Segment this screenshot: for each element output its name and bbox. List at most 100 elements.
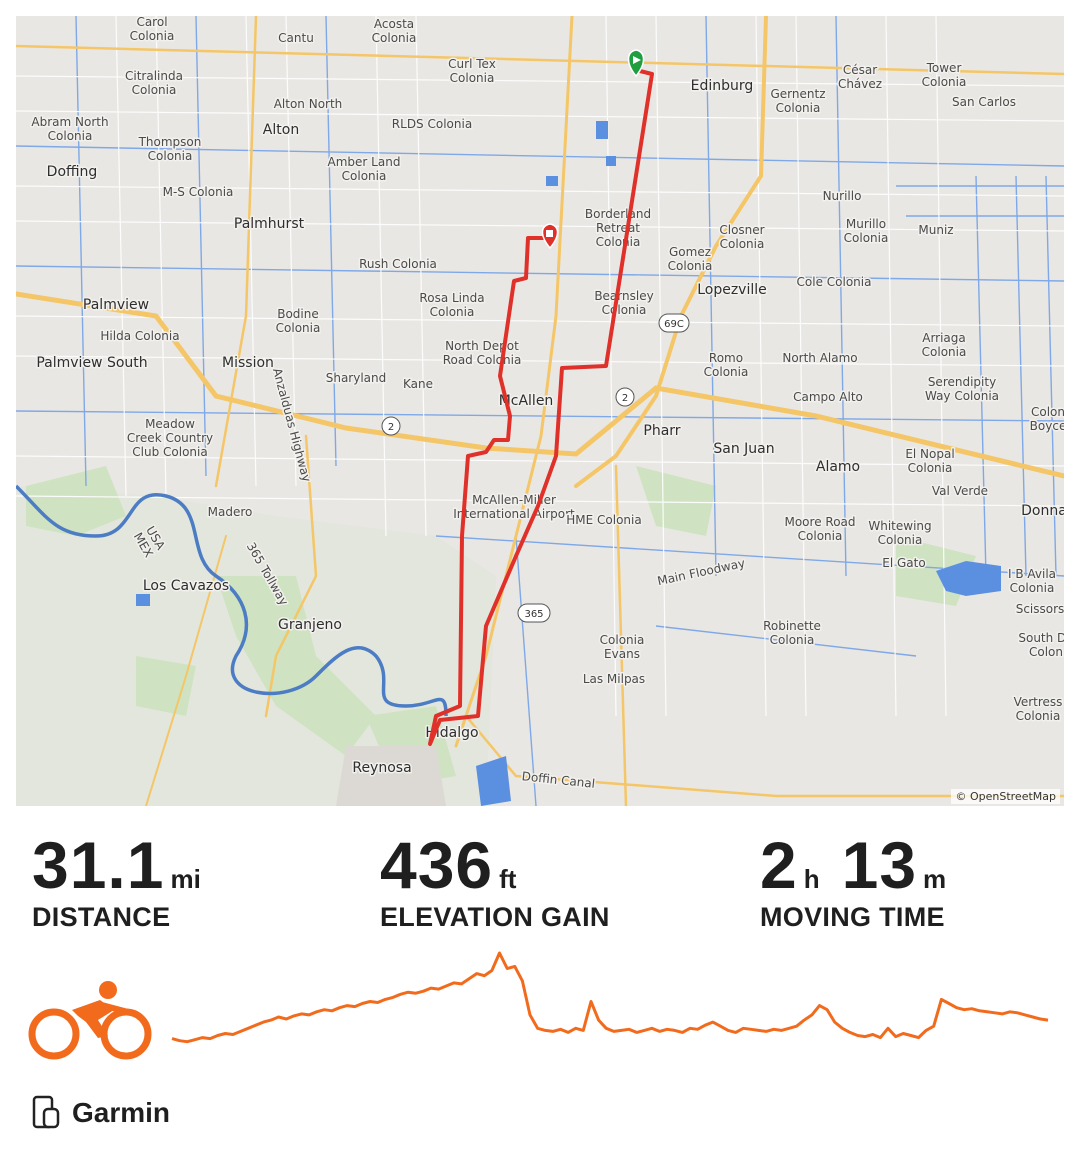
- water-bodies: [136, 121, 1001, 806]
- map-label-robinette: Robinette Colonia: [763, 619, 821, 647]
- moving-time-minutes: 13: [841, 828, 918, 902]
- map-label-closner: Closner Colonia: [719, 223, 764, 251]
- map-label-bodine: Bodine Colonia: [276, 307, 321, 335]
- map-label-hme: HME Colonia: [566, 513, 641, 527]
- canals: [16, 16, 1064, 806]
- moving-time-label: MOVING TIME: [760, 902, 945, 932]
- svg-text:2: 2: [388, 422, 394, 433]
- map-label-reynosa: Reynosa: [352, 760, 411, 776]
- map-label-carol-colonia: Carol Colonia: [130, 16, 175, 43]
- map-label-borderland: Borderland Retreat Colonia: [585, 207, 651, 249]
- route-line: [428, 68, 654, 746]
- map-label-meadow-creek: Meadow Creek Country Club Colonia: [127, 417, 213, 459]
- map-label-gernentz: Gernentz Colonia: [770, 87, 825, 115]
- device-icon: [32, 1095, 60, 1129]
- map-label-nurillo: Nurillo: [823, 189, 862, 203]
- map-label-granjeno: Granjeno: [278, 617, 342, 633]
- map-label-san-carlos: San Carlos: [952, 95, 1016, 109]
- map-label-san-juan: San Juan: [713, 441, 774, 457]
- map-label-abram-north: Abram North Colonia: [31, 115, 108, 143]
- moving-time-stat: 2 h 13 m MOVING TIME: [760, 830, 946, 933]
- svg-text:69C: 69C: [664, 319, 684, 330]
- map-label-palmhurst: Palmhurst: [234, 216, 305, 232]
- map-label-las-milpas: Las Milpas: [583, 672, 645, 686]
- map-label-mission: Mission: [222, 355, 274, 371]
- map-label-val-verde: Val Verde: [932, 484, 988, 498]
- map-label-muniz: Muniz: [918, 223, 953, 237]
- elevation-stat: 436 ft ELEVATION GAIN: [380, 830, 610, 933]
- map-label-lopezville: Lopezville: [697, 282, 767, 298]
- map-label-scissors: Scissors: [1016, 602, 1064, 616]
- distance-unit: mi: [170, 864, 201, 894]
- highway-shield-2-west: 2: [381, 416, 401, 436]
- map-label-amber-land: Amber Land Colonia: [328, 155, 401, 183]
- map-label-mcallen-miller: McAllen-Miller International Airport: [453, 493, 575, 521]
- map-label-sharyland: Sharyland: [326, 371, 387, 385]
- map-label-cesar-chavez: César Chávez: [838, 63, 882, 91]
- cycling-icon: [28, 981, 152, 1060]
- device-source: Garmin: [32, 1095, 170, 1131]
- svg-text:2: 2: [622, 393, 628, 404]
- map-label-cole: Cole Colonia: [797, 275, 872, 289]
- distance-label: DISTANCE: [32, 902, 171, 932]
- play-icon: [633, 56, 641, 64]
- moving-time-hours-unit: h: [803, 864, 820, 894]
- map-label-citralinda: Citralinda Colonia: [125, 69, 183, 97]
- map-attribution[interactable]: © OpenStreetMap: [951, 789, 1060, 804]
- map-label-mcallen: McAllen: [499, 393, 554, 409]
- highway-shield-365: 365: [517, 603, 551, 623]
- end-marker[interactable]: [541, 223, 559, 250]
- map-label-doffing: Doffing: [47, 164, 98, 180]
- svg-text:365: 365: [524, 609, 543, 620]
- map-label-los-cavazos: Los Cavazos: [143, 578, 229, 594]
- map-label-bearnsley: Bearnsley Colonia: [594, 289, 653, 317]
- map-label-arriaga: Arriaga Colonia: [922, 331, 967, 359]
- map-label-acosta-colonia: Acosta Colonia: [372, 17, 417, 45]
- map-label-el-gato: El Gato: [882, 556, 925, 570]
- device-name: Garmin: [72, 1097, 171, 1128]
- map-label-alton: Alton: [263, 122, 299, 138]
- map-label-edinburg: Edinburg: [691, 78, 754, 94]
- map-label-rlds: RLDS Colonia: [392, 117, 472, 131]
- moving-time-hours: 2: [760, 828, 798, 902]
- map-label-madero: Madero: [208, 505, 253, 519]
- map-label-whitewing: Whitewing Colonia: [868, 519, 931, 547]
- map-label-alamo: Alamo: [816, 459, 860, 475]
- map-label-gomez: Gomez Colonia: [668, 245, 713, 273]
- map-label-moore-road: Moore Road Colonia: [784, 515, 855, 543]
- route-map[interactable]: 69C 2 2 365 Carol Colonia Acosta Colonia Can…: [16, 16, 1064, 806]
- map-label-murillo: Murillo Colonia: [844, 217, 889, 245]
- map-label-thompson: Thompson Colonia: [138, 135, 202, 163]
- map-label-kane: Kane: [403, 377, 433, 391]
- flag-icon: [546, 230, 553, 237]
- map-label-cantu: Cantu: [278, 31, 314, 45]
- map-label-ms-colonia: M-S Colonia: [163, 185, 234, 199]
- elevation-label: ELEVATION GAIN: [380, 902, 610, 932]
- map-label-north-alamo: North Alamo: [782, 351, 857, 365]
- map-label-rosa-linda: Rosa Linda Colonia: [419, 291, 484, 319]
- highway-shield-69c: 69C: [658, 313, 690, 333]
- map-canvas: 69C 2 2 365 Carol Colonia Acosta Colonia Can…: [16, 16, 1064, 806]
- map-label-ib-avila: I B Avila Colonia: [1008, 567, 1056, 595]
- map-label-colon-boyce: Colon Boyce: [1030, 405, 1064, 433]
- highways: [16, 16, 1064, 806]
- moving-time-minutes-unit: m: [923, 864, 947, 894]
- map-label-campo-alto: Campo Alto: [793, 390, 863, 404]
- map-label-romo: Romo Colonia: [704, 351, 749, 379]
- map-label-palmview: Palmview: [83, 297, 149, 313]
- map-label-hilda: Hilda Colonia: [100, 329, 179, 343]
- rio-grande: [16, 484, 448, 717]
- map-label-north-depot: North Depot Road Colonia: [443, 339, 522, 367]
- map-label-south-donna: South DoColon: [1018, 631, 1064, 659]
- map-label-vertress: Vertress Colonia: [1014, 695, 1063, 723]
- elevation-profile-line: [171, 951, 1049, 1044]
- highway-shield-2-east: 2: [615, 387, 635, 407]
- elevation-profile: [171, 951, 1049, 1044]
- map-label-tower-colonia: Tower Colonia: [922, 61, 967, 89]
- map-label-palmview-south: Palmview South: [36, 355, 147, 371]
- distance-value: 31.1: [32, 828, 165, 902]
- map-label-curl-tex: Curl Tex Colonia: [448, 57, 496, 85]
- map-label-el-nopal: El Nopal Colonia: [905, 447, 954, 475]
- start-marker[interactable]: [627, 49, 645, 78]
- map-label-donna: Donna: [1021, 503, 1064, 519]
